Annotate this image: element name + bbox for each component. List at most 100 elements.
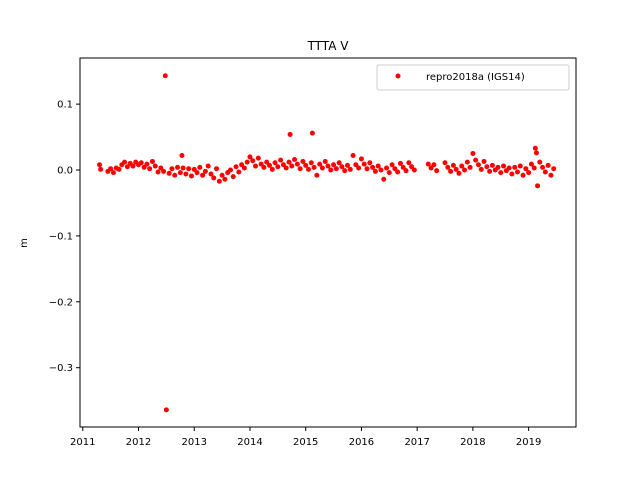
data-point bbox=[122, 159, 128, 165]
data-point bbox=[191, 166, 197, 172]
x-tick-label: 2017 bbox=[404, 437, 429, 448]
data-point bbox=[255, 155, 261, 161]
data-point bbox=[149, 158, 155, 164]
data-point bbox=[528, 161, 534, 167]
data-point bbox=[372, 168, 378, 174]
data-point bbox=[269, 166, 275, 172]
data-point bbox=[253, 163, 259, 169]
data-point bbox=[163, 407, 169, 413]
data-point bbox=[325, 163, 331, 169]
data-point bbox=[425, 161, 431, 167]
data-point bbox=[116, 166, 122, 172]
data-point bbox=[498, 170, 504, 176]
data-point bbox=[286, 159, 292, 165]
data-point bbox=[200, 172, 206, 178]
x-tick-label: 2011 bbox=[70, 437, 95, 448]
data-point bbox=[219, 172, 225, 178]
data-point bbox=[333, 166, 339, 172]
data-point bbox=[211, 175, 217, 181]
data-point bbox=[531, 165, 537, 171]
data-point bbox=[542, 169, 548, 175]
data-point bbox=[319, 165, 325, 171]
y-tick-label: 0.0 bbox=[57, 166, 73, 177]
data-point bbox=[308, 160, 314, 166]
data-point bbox=[241, 165, 247, 171]
data-point bbox=[475, 162, 481, 168]
data-point bbox=[138, 160, 144, 166]
data-point bbox=[233, 164, 239, 170]
data-point bbox=[367, 160, 373, 166]
data-point bbox=[239, 162, 245, 168]
data-point bbox=[108, 166, 114, 172]
y-tick-label: 0.1 bbox=[57, 100, 73, 111]
data-point bbox=[289, 163, 295, 169]
data-point bbox=[272, 160, 278, 166]
data-point bbox=[431, 162, 437, 168]
data-point bbox=[155, 169, 161, 175]
data-point bbox=[356, 165, 362, 171]
data-point bbox=[411, 167, 417, 173]
data-point bbox=[551, 166, 557, 172]
data-point bbox=[392, 166, 398, 172]
data-point bbox=[294, 161, 300, 167]
data-point bbox=[172, 172, 178, 178]
data-point bbox=[205, 163, 211, 169]
data-point bbox=[303, 162, 309, 168]
data-point bbox=[147, 166, 153, 172]
data-point bbox=[175, 164, 181, 170]
data-point bbox=[450, 162, 456, 168]
data-point bbox=[495, 164, 501, 170]
data-point bbox=[350, 153, 356, 159]
data-point bbox=[227, 167, 233, 173]
data-point bbox=[358, 156, 364, 162]
data-point bbox=[166, 170, 172, 176]
data-point bbox=[339, 164, 345, 170]
data-point bbox=[180, 165, 186, 171]
data-point bbox=[523, 166, 529, 172]
y-axis: 0.1 0.0 −0.1 −0.2 −0.3 bbox=[49, 100, 80, 374]
data-point bbox=[459, 163, 465, 169]
data-point bbox=[266, 162, 272, 168]
data-point bbox=[389, 162, 395, 168]
data-point bbox=[292, 156, 298, 162]
y-tick-label: −0.3 bbox=[49, 363, 73, 374]
data-point bbox=[442, 160, 448, 166]
data-point bbox=[347, 166, 353, 172]
data-point bbox=[328, 167, 334, 173]
data-point bbox=[509, 171, 515, 177]
data-point bbox=[110, 170, 116, 176]
legend-marker bbox=[395, 73, 401, 79]
data-point bbox=[186, 166, 192, 172]
data-point bbox=[317, 161, 323, 167]
y-tick-label: −0.2 bbox=[49, 297, 73, 308]
data-point bbox=[353, 162, 359, 168]
data-point bbox=[97, 162, 103, 168]
data-point bbox=[283, 165, 289, 171]
data-point bbox=[478, 166, 484, 172]
data-point bbox=[403, 168, 409, 174]
data-point bbox=[395, 169, 401, 175]
data-point bbox=[364, 166, 370, 172]
data-point bbox=[462, 167, 468, 173]
data-point bbox=[183, 171, 189, 177]
data-point bbox=[188, 173, 194, 179]
data-point bbox=[470, 151, 476, 157]
data-point bbox=[144, 161, 150, 167]
data-point bbox=[448, 168, 454, 174]
data-points bbox=[97, 73, 557, 413]
data-point bbox=[222, 176, 228, 182]
data-point bbox=[322, 158, 328, 164]
data-point bbox=[280, 162, 286, 168]
data-point bbox=[384, 165, 390, 171]
data-point bbox=[216, 178, 222, 184]
x-axis: 2011 2012 2013 2014 2015 2016 2017 2018 2019 bbox=[70, 427, 541, 448]
data-point bbox=[428, 165, 434, 171]
data-point bbox=[297, 166, 303, 172]
data-point bbox=[361, 161, 367, 167]
data-point bbox=[453, 166, 459, 172]
data-point bbox=[287, 131, 293, 137]
data-point bbox=[378, 167, 384, 173]
data-point bbox=[514, 169, 520, 175]
data-point bbox=[506, 165, 512, 171]
